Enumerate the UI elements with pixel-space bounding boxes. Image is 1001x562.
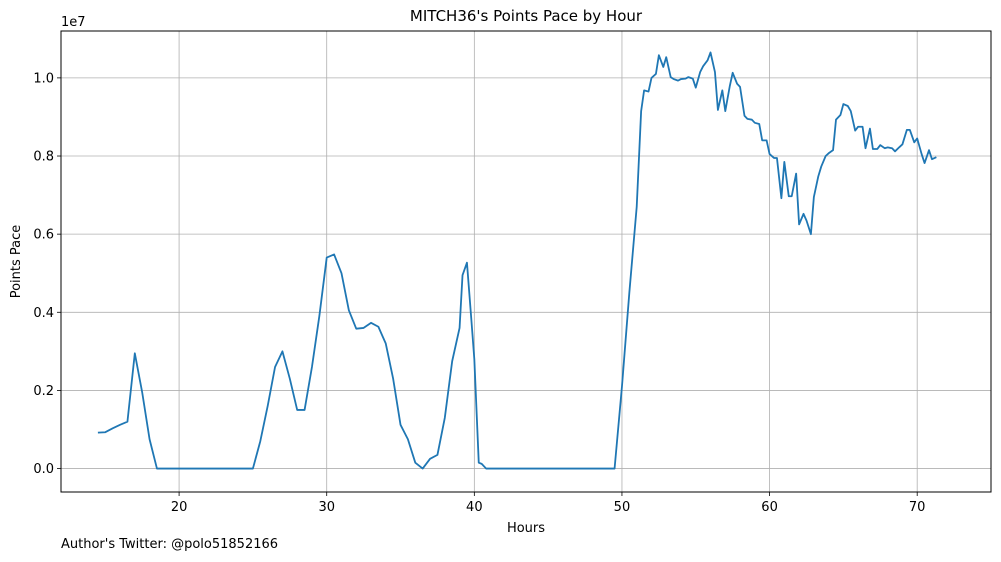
y-tick-label: 0.4 [33,306,54,321]
y-tick-label: 0.2 [33,384,54,399]
author-footnote: Author's Twitter: @polo51852166 [61,537,279,552]
plot-frame [60,30,992,493]
x-tick-label: 30 [318,500,335,515]
y-tick-label: 0.0 [33,462,54,477]
y-tick-label: 0.6 [33,228,54,243]
series-line [97,51,937,470]
x-tick-label: 70 [909,500,926,515]
x-tick-label: 60 [761,500,778,515]
x-tick-label: 20 [171,500,188,515]
axis-ticks: 20 30 40 50 60 70 0.0 0.2 0.4 0.6 0.8 1.0 [33,71,925,515]
x-tick-label: 40 [466,500,483,515]
y-axis-label: Points Pace [9,225,24,299]
x-tick-label: 50 [614,500,631,515]
chart-title: MITCH36's Points Pace by Hour [410,7,643,25]
y-scale-label: 1e7 [61,15,86,30]
y-tick-label: 0.8 [33,150,54,165]
y-tick-label: 1.0 [33,71,54,86]
x-axis-label: Hours [507,521,545,536]
grid-lines [61,31,991,492]
